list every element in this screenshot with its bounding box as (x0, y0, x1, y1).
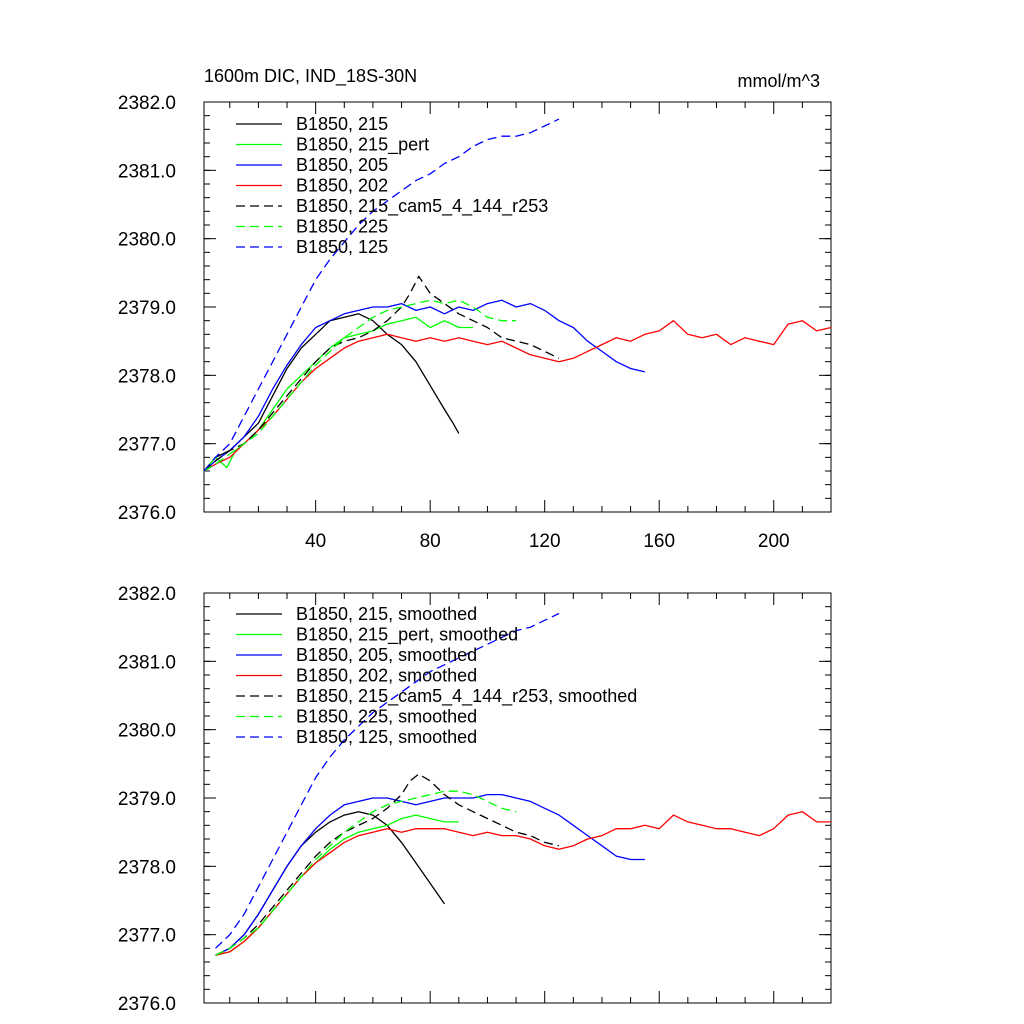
y-tick-label: 2380.0 (118, 721, 176, 742)
x-tick-label: 160 (643, 531, 675, 552)
series-line (215, 793, 645, 956)
legend-label: B1850, 125 (296, 237, 388, 257)
series-line (203, 118, 560, 472)
legend-label: B1850, 202, smoothed (296, 666, 477, 686)
units-label: mmol/m^3 (738, 71, 820, 91)
legend-label: B1850, 215_cam5_4_144_r253 (296, 196, 548, 217)
series-line (215, 773, 560, 956)
legend-label: B1850, 225 (296, 217, 388, 237)
legend-label: B1850, 215, smoothed (296, 604, 477, 624)
y-tick-label: 2379.0 (118, 789, 176, 810)
y-tick-label: 2377.0 (118, 926, 176, 947)
y-tick-label: 2377.0 (118, 435, 176, 456)
series-line (203, 299, 517, 472)
y-tick-label: 2381.0 (118, 161, 176, 182)
y-tick-label: 2382.0 (118, 584, 176, 605)
x-tick-label: 80 (420, 531, 441, 552)
legend-label: B1850, 205, smoothed (296, 645, 477, 665)
legend-label: B1850, 215_cam5_4_144_r253, smoothed (296, 686, 637, 707)
series-line (203, 313, 460, 472)
series-line (215, 790, 517, 956)
x-tick-label: 200 (758, 531, 790, 552)
series-line (215, 811, 446, 956)
top-panel: 2376.0 2377.0 2378.0 2379.0 2380.0 2381.0 2382… (118, 93, 832, 552)
series-line (203, 316, 474, 472)
series-line (203, 320, 832, 472)
legend-label: B1850, 215_pert, smoothed (296, 625, 518, 646)
legend-label: B1850, 202 (296, 176, 388, 196)
y-tick-label: 2382.0 (118, 93, 176, 114)
chart-title: 1600m DIC, IND_18S-30N (204, 66, 417, 87)
series-line (215, 811, 831, 956)
series-line (203, 275, 560, 472)
y-tick-label: 2376.0 (118, 503, 176, 524)
x-tick-label: 40 (305, 531, 326, 552)
y-tick-label: 2381.0 (118, 652, 176, 673)
series-line (215, 612, 560, 949)
y-tick-label: 2378.0 (118, 857, 176, 878)
legend-label: B1850, 225, smoothed (296, 707, 477, 727)
legend-label: B1850, 205 (296, 155, 388, 175)
legend-label: B1850, 125, smoothed (296, 727, 477, 747)
series-line (203, 299, 646, 472)
y-tick-label: 2379.0 (118, 298, 176, 319)
y-tick-label: 2376.0 (118, 994, 176, 1015)
y-tick-label: 2380.0 (118, 230, 176, 251)
y-tick-label: 2378.0 (118, 366, 176, 387)
legend-label: B1850, 215 (296, 114, 388, 134)
bottom-panel: 2376.0 2377.0 2378.0 2379.0 2380.0 2381.0 2382… (118, 584, 832, 1015)
x-tick-label: 120 (529, 531, 561, 552)
legend-label: B1850, 215_pert (296, 135, 429, 156)
